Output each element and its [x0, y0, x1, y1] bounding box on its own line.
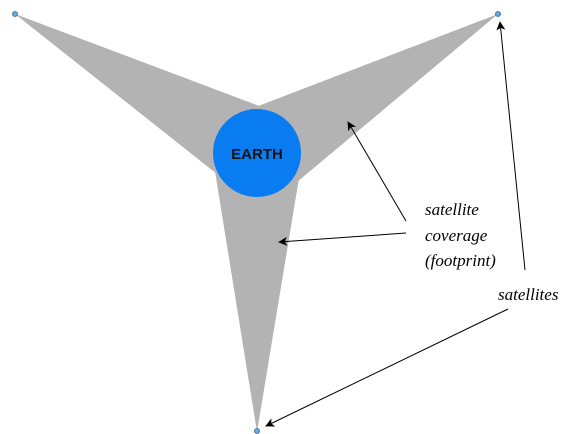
- satellites-arrow-upper: [496, 21, 526, 271]
- footprint-bottom: [214, 165, 301, 432]
- footprint-top-right: [253, 14, 498, 182]
- satellite-top-left: [12, 11, 18, 17]
- earth: [213, 109, 301, 197]
- coverage-arrow-upper: [347, 121, 407, 222]
- coverage-line-3: (footprint): [425, 251, 496, 270]
- satellites-arrow-lower: [265, 308, 509, 427]
- coverage-line-2: coverage: [425, 226, 488, 245]
- coverage-arrow-lower: [278, 232, 407, 246]
- coverage-line-1: satellite: [425, 200, 479, 219]
- satellites-annotation: satellites: [498, 285, 559, 304]
- coverage-annotation: satellite coverage (footprint): [425, 200, 496, 270]
- earth-label: EARTH: [231, 146, 283, 163]
- satellite-top-right: [495, 11, 501, 17]
- footprint-top-left: [15, 14, 262, 178]
- satellite-bottom: [254, 428, 260, 434]
